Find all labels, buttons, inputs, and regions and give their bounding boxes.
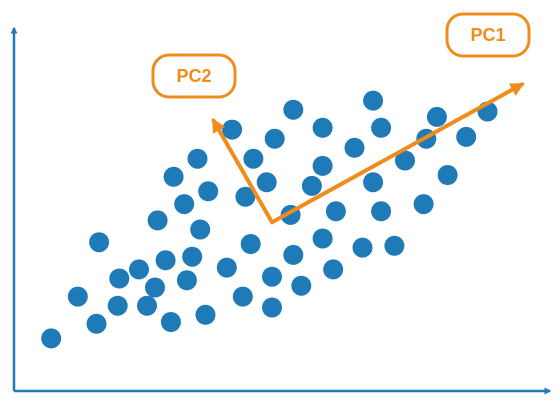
data-point-21 xyxy=(216,257,237,278)
pc1-arrow xyxy=(270,82,525,225)
pc2-label: PC2 xyxy=(176,66,211,86)
data-point-42 xyxy=(352,237,373,258)
data-point-16 xyxy=(182,246,203,267)
data-point-30 xyxy=(264,128,285,149)
data-point-6 xyxy=(109,268,130,289)
pc1-label-box xyxy=(445,12,531,58)
data-point-47 xyxy=(384,235,405,256)
data-point-19 xyxy=(195,304,216,325)
data-point-18 xyxy=(190,219,211,240)
data-point-22 xyxy=(222,119,243,140)
data-point-14 xyxy=(174,194,195,215)
data-point-40 xyxy=(325,201,346,222)
data-point-35 xyxy=(301,175,322,196)
pc1-label: PC1 xyxy=(470,25,505,45)
data-point-46 xyxy=(371,201,392,222)
data-point-37 xyxy=(312,155,333,176)
data-point-48 xyxy=(395,150,415,171)
data-point-52 xyxy=(437,165,458,185)
data-point-20 xyxy=(198,181,219,202)
data-point-32 xyxy=(283,244,304,265)
data-point-4 xyxy=(89,232,110,253)
data-point-29 xyxy=(262,266,282,287)
data-point-45 xyxy=(371,117,392,138)
data-points xyxy=(41,90,498,349)
principal-component-arrows xyxy=(211,82,525,225)
data-point-33 xyxy=(283,99,304,120)
data-point-34 xyxy=(291,275,312,296)
data-point-39 xyxy=(323,259,344,280)
data-point-38 xyxy=(312,117,333,138)
data-point-36 xyxy=(312,228,333,249)
data-point-26 xyxy=(243,148,264,169)
pc2-arrow xyxy=(211,118,274,225)
data-point-3 xyxy=(86,313,107,334)
data-point-7 xyxy=(129,259,149,280)
data-point-51 xyxy=(426,106,447,127)
pc1-label-group: PC1 xyxy=(445,12,531,58)
data-point-8 xyxy=(137,295,157,316)
data-point-41 xyxy=(344,137,365,158)
data-point-1 xyxy=(41,328,62,349)
pc2-label-group: PC2 xyxy=(151,53,237,99)
data-point-49 xyxy=(413,194,434,215)
data-point-15 xyxy=(176,270,197,291)
data-point-24 xyxy=(235,186,256,207)
data-point-10 xyxy=(147,210,168,231)
data-point-43 xyxy=(363,172,384,193)
data-point-11 xyxy=(155,250,176,271)
data-point-25 xyxy=(240,234,261,254)
data-point-5 xyxy=(107,295,128,316)
data-point-27 xyxy=(256,172,277,193)
data-point-17 xyxy=(187,148,208,169)
data-point-2 xyxy=(67,286,88,307)
data-point-12 xyxy=(160,312,181,332)
data-point-53 xyxy=(456,126,477,147)
data-point-28 xyxy=(262,297,282,318)
pc2-label-box xyxy=(151,53,237,99)
data-point-23 xyxy=(232,286,253,307)
data-point-44 xyxy=(363,90,384,111)
data-point-13 xyxy=(163,166,184,187)
data-point-9 xyxy=(145,277,165,298)
